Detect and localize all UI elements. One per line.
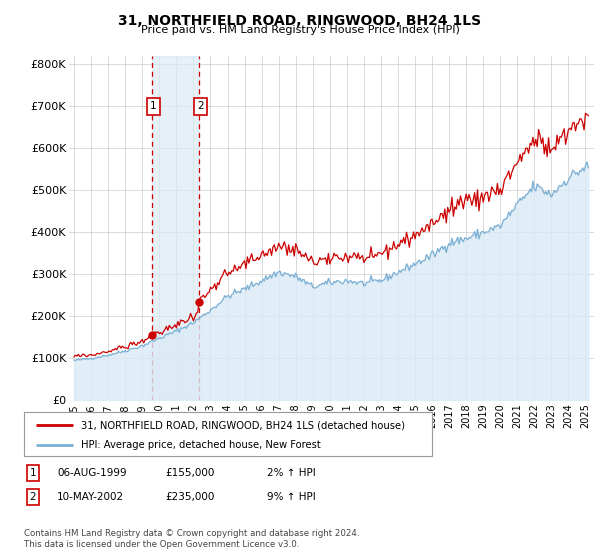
Text: 9% ↑ HPI: 9% ↑ HPI [267, 492, 316, 502]
Bar [152, 56, 199, 400]
Text: 10-MAY-2002: 10-MAY-2002 [57, 492, 124, 502]
Text: 06-AUG-1999: 06-AUG-1999 [57, 468, 127, 478]
Text: 2: 2 [29, 492, 37, 502]
Text: 2: 2 [197, 101, 204, 111]
Text: £235,000: £235,000 [165, 492, 214, 502]
Text: Contains HM Land Registry data © Crown copyright and database right 2024.
This d: Contains HM Land Registry data © Crown c… [24, 529, 359, 549]
Text: HPI: Average price, detached house, New Forest: HPI: Average price, detached house, New … [81, 440, 321, 450]
Text: Price paid vs. HM Land Registry's House Price Index (HPI): Price paid vs. HM Land Registry's House … [140, 25, 460, 35]
Text: £155,000: £155,000 [165, 468, 214, 478]
Text: 1: 1 [150, 101, 157, 111]
Text: 2% ↑ HPI: 2% ↑ HPI [267, 468, 316, 478]
Text: 31, NORTHFIELD ROAD, RINGWOOD, BH24 1LS (detached house): 31, NORTHFIELD ROAD, RINGWOOD, BH24 1LS … [81, 420, 405, 430]
Text: 31, NORTHFIELD ROAD, RINGWOOD, BH24 1LS: 31, NORTHFIELD ROAD, RINGWOOD, BH24 1LS [118, 14, 482, 28]
Text: 1: 1 [29, 468, 37, 478]
